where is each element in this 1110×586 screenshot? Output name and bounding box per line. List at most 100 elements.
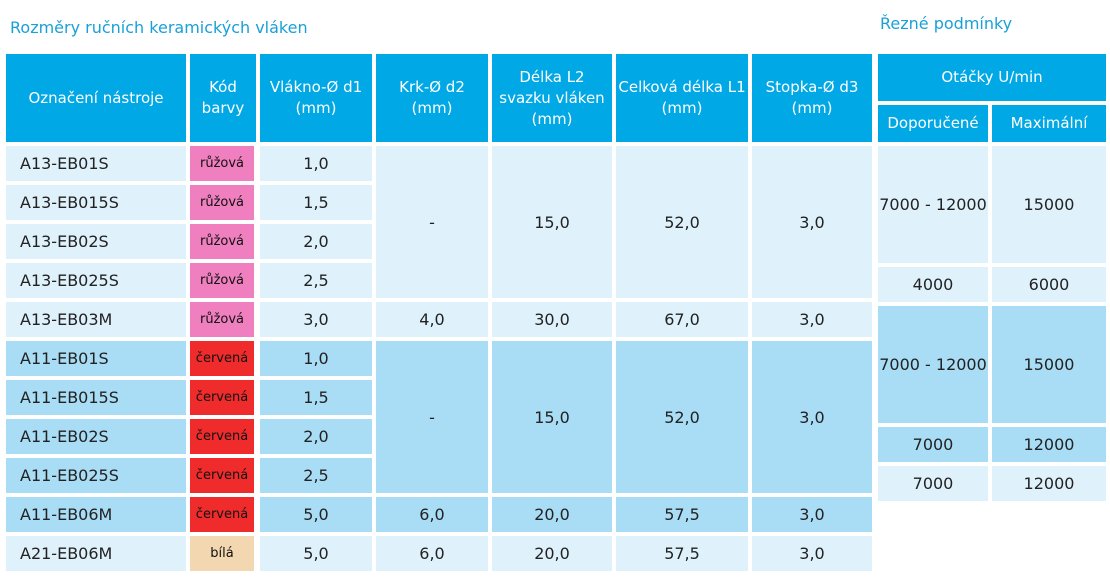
cutting-conditions-table: Otáčky U/min Doporučené Maximální 7000 -… (874, 50, 1110, 505)
tool-code: A13-EB025S (6, 263, 186, 298)
color-chip: bílá (190, 536, 254, 571)
fiber-d1: 2,5 (260, 263, 372, 298)
total-l1: 67,0 (616, 302, 748, 337)
length-l2: 15,0 (492, 146, 612, 298)
dimensions-table: Označení nástroje Kód barvy Vlákno-Ø d1 … (2, 50, 876, 575)
color-chip: červená (190, 380, 254, 415)
header-color-code: Kód barvy (190, 54, 256, 142)
color-chip: červená (190, 497, 254, 532)
color-code-cell: růžová (190, 224, 256, 259)
color-code-cell: červená (190, 419, 256, 454)
color-code-cell: bílá (190, 536, 256, 571)
header-speed: Otáčky U/min (878, 54, 1106, 101)
header-maximum: Maximální (992, 105, 1106, 142)
table-row: 7000 12000 (878, 466, 1106, 501)
tool-code: A11-EB025S (6, 458, 186, 493)
color-chip: červená (190, 419, 254, 454)
color-code-cell: růžová (190, 146, 256, 181)
shank-d3: 3,0 (752, 302, 872, 337)
table-row: A11-EB025S červená 2,5 (6, 458, 872, 493)
color-code-cell: červená (190, 380, 256, 415)
header-fiber-d1: Vlákno-Ø d1 (mm) (260, 54, 372, 142)
length-l2: 15,0 (492, 341, 612, 493)
color-code-cell: růžová (190, 185, 256, 220)
color-chip: červená (190, 458, 254, 493)
tool-code: A13-EB03M (6, 302, 186, 337)
maximum-speed: 12000 (992, 466, 1106, 501)
header-shank-d3: Stopka-Ø d3 (mm) (752, 54, 872, 142)
table-row: 7000 12000 (878, 427, 1106, 462)
color-code-cell: růžová (190, 302, 256, 337)
fiber-d1: 2,0 (260, 224, 372, 259)
tool-code: A11-EB01S (6, 341, 186, 376)
header-total-l1: Celková délka L1 (mm) (616, 54, 748, 142)
fiber-d1: 1,0 (260, 146, 372, 181)
neck-d2: 6,0 (376, 536, 488, 571)
header-neck-d2: Krk-Ø d2 (mm) (376, 54, 488, 142)
table-row: A13-EB015S růžová 1,5 (6, 185, 872, 220)
neck-d2: - (376, 146, 488, 298)
maximum-speed: 15000 (992, 146, 1106, 263)
header-designation: Označení nástroje (6, 54, 186, 142)
tool-code: A11-EB06M (6, 497, 186, 532)
table-row: A13-EB025S růžová 2,5 (6, 263, 872, 298)
cutting-conditions-caption: Řezné podmínky (880, 14, 1013, 33)
dimensions-caption: Rozměry ručních keramických vláken (10, 18, 308, 37)
table-header-row: Doporučené Maximální (878, 105, 1106, 142)
tool-code: A11-EB02S (6, 419, 186, 454)
tool-code: A11-EB015S (6, 380, 186, 415)
table-row: A11-EB015S červená 1,5 (6, 380, 872, 415)
fiber-d1: 1,0 (260, 341, 372, 376)
color-code-cell: červená (190, 497, 256, 532)
table-row: A11-EB01S červená 1,0 - 15,0 52,0 3,0 (6, 341, 872, 493)
header-recommended: Doporučené (878, 105, 988, 142)
color-chip: růžová (190, 302, 254, 337)
length-l2: 20,0 (492, 536, 612, 571)
table-row: A11-EB02S červená 2,0 (6, 419, 872, 454)
total-l1: 52,0 (616, 146, 748, 298)
length-l2: 30,0 (492, 302, 612, 337)
shank-d3: 3,0 (752, 341, 872, 493)
color-chip: červená (190, 341, 254, 376)
fiber-d1: 1,5 (260, 185, 372, 220)
fiber-d1: 2,0 (260, 419, 372, 454)
tool-code: A13-EB015S (6, 185, 186, 220)
table-row: A13-EB01S růžová 1,0 - 15,0 52,0 3,0 (6, 146, 872, 298)
table-header-row: Otáčky U/min (878, 54, 1106, 101)
color-code-cell: červená (190, 458, 256, 493)
length-l2: 20,0 (492, 497, 612, 532)
fiber-d1: 5,0 (260, 497, 372, 532)
neck-d2: 4,0 (376, 302, 488, 337)
recommended-speed: 7000 - 12000 (878, 306, 988, 423)
color-chip: růžová (190, 146, 254, 181)
recommended-speed: 4000 (878, 267, 988, 302)
recommended-speed: 7000 - 12000 (878, 146, 988, 263)
recommended-speed: 7000 (878, 427, 988, 462)
neck-d2: - (376, 341, 488, 493)
color-chip: růžová (190, 185, 254, 220)
color-code-cell: červená (190, 341, 256, 376)
header-length-l2: Délka L2 svazku vláken (mm) (492, 54, 612, 142)
table-row: 4000 6000 (878, 267, 1106, 302)
shank-d3: 3,0 (752, 146, 872, 298)
fiber-d1: 1,5 (260, 380, 372, 415)
color-code-cell: růžová (190, 263, 256, 298)
color-chip: růžová (190, 263, 254, 298)
table-row: A21-EB06M bílá 5,0 6,0 20,0 57,5 3,0 (6, 536, 872, 571)
tool-code: A13-EB02S (6, 224, 186, 259)
table-row: A13-EB03M růžová 3,0 4,0 30,0 67,0 3,0 (6, 302, 872, 337)
total-l1: 57,5 (616, 497, 748, 532)
tool-code: A13-EB01S (6, 146, 186, 181)
maximum-speed: 12000 (992, 427, 1106, 462)
fiber-d1: 3,0 (260, 302, 372, 337)
tool-code: A21-EB06M (6, 536, 186, 571)
maximum-speed: 15000 (992, 306, 1106, 423)
color-chip: růžová (190, 224, 254, 259)
recommended-speed: 7000 (878, 466, 988, 501)
fiber-d1: 2,5 (260, 458, 372, 493)
shank-d3: 3,0 (752, 536, 872, 571)
table-header-row: Označení nástroje Kód barvy Vlákno-Ø d1 … (6, 54, 872, 142)
maximum-speed: 6000 (992, 267, 1106, 302)
table-row: A13-EB02S růžová 2,0 (6, 224, 872, 259)
total-l1: 52,0 (616, 341, 748, 493)
